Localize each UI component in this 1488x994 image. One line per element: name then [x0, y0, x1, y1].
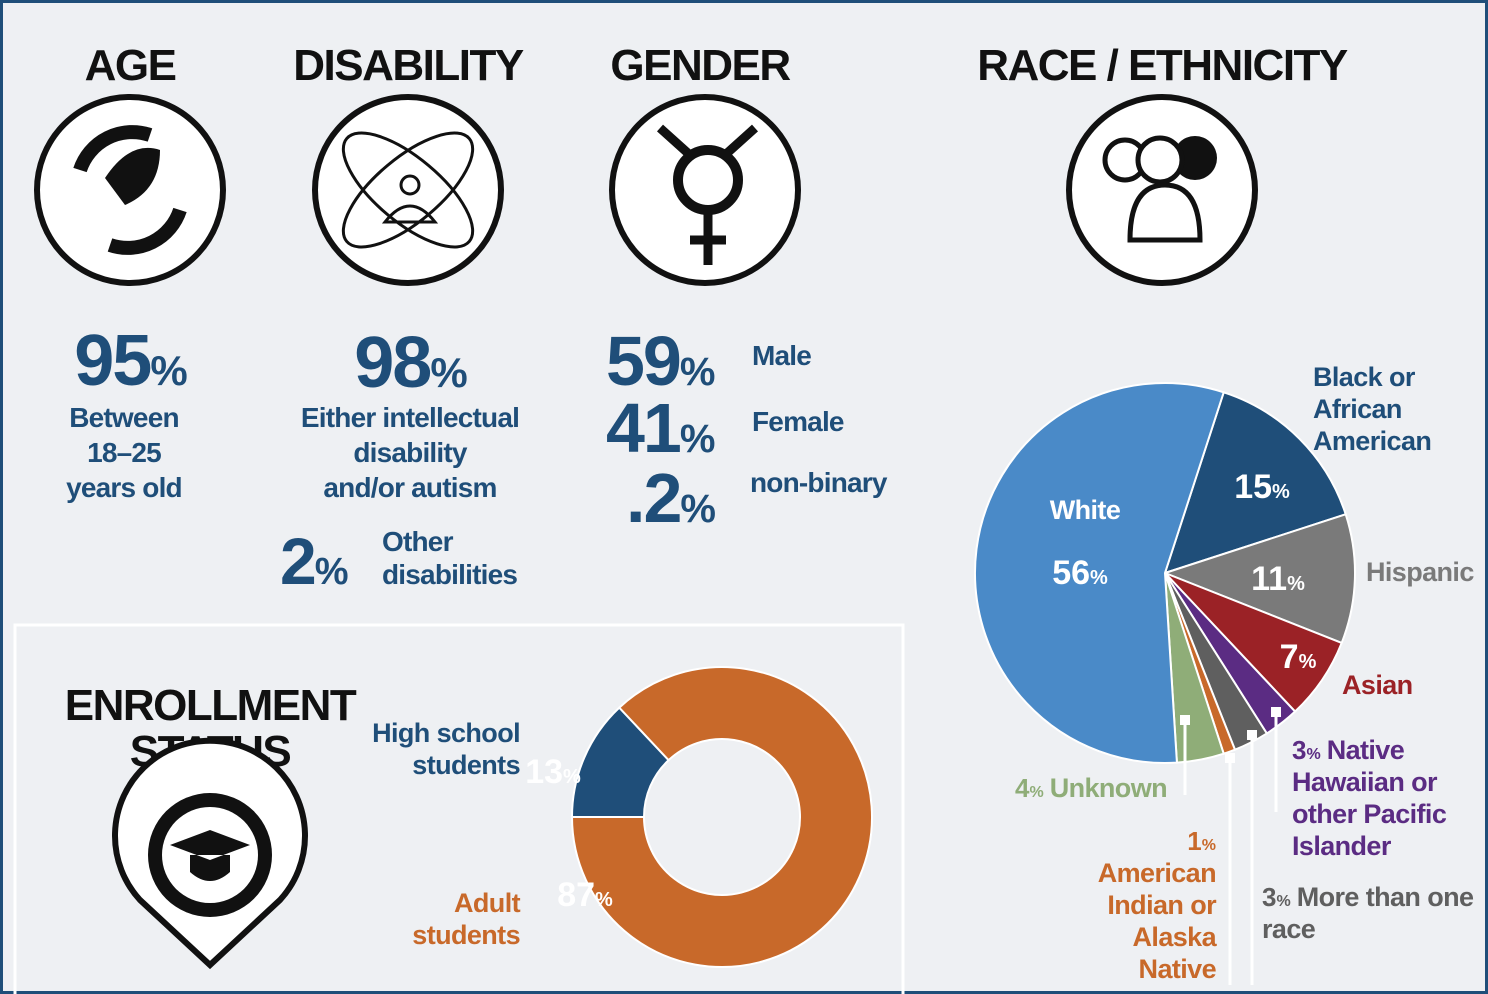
value: 13: [525, 753, 563, 791]
disability-label: and/or autism: [323, 472, 496, 503]
unit: %: [680, 487, 715, 531]
leader-dot: [1247, 730, 1257, 740]
disability-value: 2%: [280, 524, 348, 598]
age-label: 18–25: [87, 437, 161, 468]
category-label: Hispanic: [1366, 557, 1474, 587]
gender-label: non-binary: [750, 467, 888, 498]
value: 7: [1280, 638, 1299, 676]
leader-dot: [1225, 753, 1235, 763]
enrollment-icon: [112, 737, 308, 970]
gender-label: Male: [752, 340, 811, 371]
disability-title: DISABILITY: [293, 41, 524, 90]
value: 56: [1052, 554, 1090, 592]
value-label: 3%: [1262, 882, 1291, 912]
unit: %: [1306, 746, 1320, 763]
value-label: 1%: [1187, 826, 1216, 856]
slice: [1162, 513, 1356, 645]
value-label: 7%: [1280, 638, 1317, 676]
value: 59: [606, 322, 680, 400]
unit: %: [315, 551, 348, 593]
slice: [1163, 391, 1347, 575]
value: 15: [1234, 468, 1272, 506]
leader-dot: [1271, 707, 1281, 717]
unit: %: [563, 766, 581, 788]
gender-title: GENDER: [610, 41, 790, 90]
unit: %: [680, 417, 715, 461]
value: 11: [1251, 560, 1287, 598]
unit: %: [1090, 567, 1108, 589]
value: 1: [1187, 826, 1201, 856]
unit: %: [680, 350, 715, 394]
value: 2: [280, 524, 315, 598]
age-label: years old: [66, 472, 182, 503]
category-label: Native Hawaiian or other Pacific Islander: [1292, 735, 1447, 861]
enrollment-box: [13, 623, 905, 994]
value-label: 13%: [525, 753, 581, 791]
unit: %: [1287, 573, 1305, 595]
category-label: More than one race: [1262, 882, 1474, 944]
unit: %: [1276, 893, 1290, 910]
gender-value: 59%: [606, 322, 715, 400]
disability-label: disabilities: [382, 559, 517, 590]
unit: %: [1272, 481, 1290, 503]
enrollment-title: ENROLLMENT: [65, 681, 357, 730]
age-value: 95%: [74, 321, 187, 401]
disability-label: disability: [353, 437, 468, 468]
value-label: 3%: [1292, 735, 1321, 765]
gender-value: 41%: [606, 389, 715, 467]
category-label: White: [1050, 495, 1121, 525]
value-label: 56%: [1052, 554, 1108, 592]
category-label: Unknown: [1050, 773, 1167, 803]
category-label: American Indian or Alaska Native: [1098, 858, 1218, 984]
value-label: .2: [626, 459, 680, 537]
value: 95: [74, 321, 151, 401]
gender-icon: [609, 94, 801, 286]
value: 3: [1292, 735, 1306, 765]
category-label: Asian: [1342, 670, 1413, 700]
category-label: Adult students: [412, 888, 520, 950]
value: 41: [606, 389, 680, 467]
value: 98: [354, 323, 430, 403]
disability-label: Other: [382, 526, 454, 557]
value-label: 15%: [1234, 468, 1290, 506]
unit: %: [1029, 784, 1043, 801]
category-label: High school students: [372, 718, 520, 780]
gender-value: .2%: [626, 459, 715, 537]
value: 4: [1015, 773, 1030, 803]
unit: %: [430, 349, 467, 396]
category-label: Black or African American: [1313, 362, 1431, 456]
leader-dot: [1180, 715, 1190, 725]
unit: %: [595, 889, 613, 911]
value-label: 11%: [1251, 560, 1305, 598]
unit: %: [1202, 837, 1216, 854]
value-label: 87%: [557, 876, 613, 914]
race-icon: [1066, 94, 1258, 286]
value: 87: [557, 876, 595, 914]
age-icon: [34, 94, 226, 286]
unit: %: [150, 347, 187, 394]
disability-value: 98%: [354, 323, 467, 403]
slice: [974, 382, 1225, 764]
gender-label: Female: [752, 406, 844, 437]
disability-icon: [312, 94, 504, 286]
race-title: RACE / ETHNICITY: [977, 41, 1348, 90]
age-label: Between: [69, 402, 179, 433]
slice: [570, 666, 873, 968]
value-label: 4%: [1015, 773, 1044, 803]
disability-label: Either intellectual: [301, 402, 519, 433]
unit: %: [1299, 651, 1317, 673]
age-title: AGE: [85, 41, 176, 90]
value: 3: [1262, 882, 1276, 912]
